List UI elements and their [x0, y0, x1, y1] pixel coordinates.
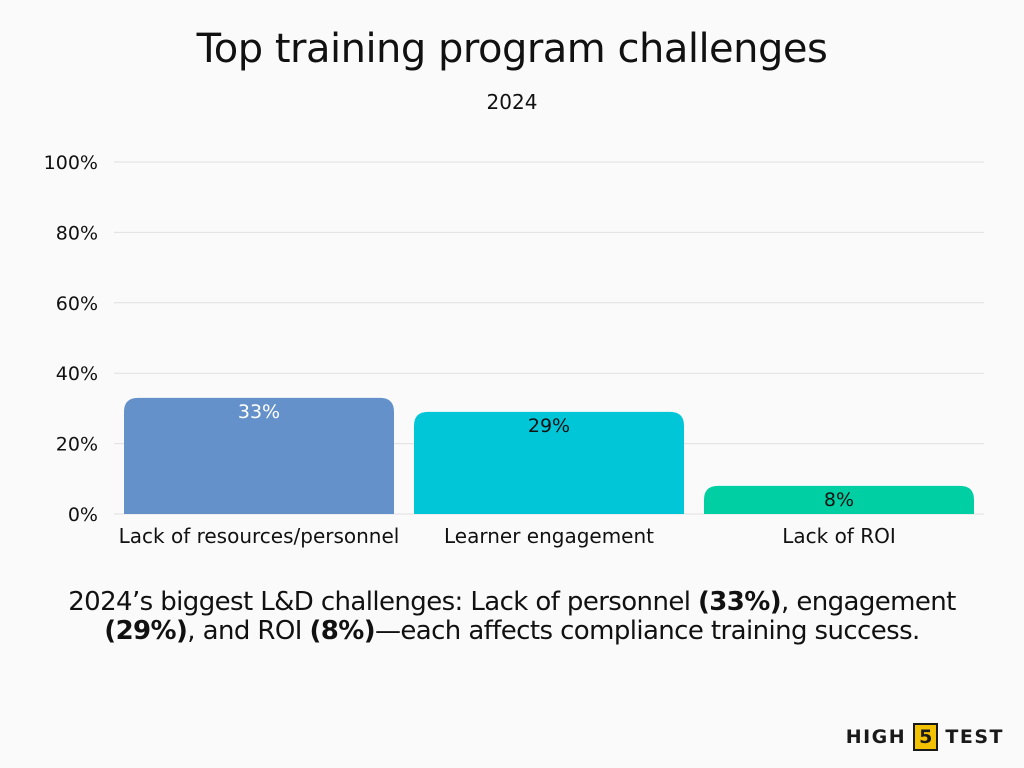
- data-label: 29%: [528, 415, 570, 437]
- bar: [124, 397, 394, 514]
- y-tick-label: 40%: [56, 363, 98, 385]
- data-label: 33%: [238, 401, 280, 423]
- x-category-label: Lack of ROI: [782, 524, 896, 548]
- x-category-label: Learner engagement: [444, 524, 654, 548]
- brand-logo: HIGH 5 TEST: [846, 723, 1004, 751]
- logo-five-badge: 5: [913, 723, 939, 751]
- chart-subtitle: 2024: [486, 90, 538, 114]
- data-label: 8%: [824, 489, 854, 511]
- y-tick-label: 0%: [68, 504, 98, 526]
- logo-text-high: HIGH: [845, 726, 907, 748]
- y-tick-label: 80%: [56, 222, 98, 244]
- x-category-label: Lack of resources/personnel: [119, 524, 400, 548]
- y-tick-label: 60%: [56, 293, 98, 315]
- logo-text-test: TEST: [945, 726, 1004, 748]
- caption-text-1: 2024’s biggest L&D challenges: Lack of p…: [68, 587, 699, 617]
- caption-value-1: (33%): [698, 587, 782, 617]
- caption-text-2: , engagement: [781, 587, 956, 617]
- chart-caption: 2024’s biggest L&D challenges: Lack of p…: [20, 588, 1004, 646]
- bar: [704, 485, 974, 514]
- caption-text-4: —each affects compliance training succes…: [374, 616, 920, 646]
- bar-chart: 0% 20% 40% 60% 80% 100% 33% Lack of resources/p…: [44, 152, 984, 548]
- y-tick-label: 100%: [44, 152, 98, 174]
- caption-value-2: (29%): [104, 616, 188, 646]
- caption-text-3: , and ROI: [187, 616, 310, 646]
- caption-value-3: (8%): [309, 616, 375, 646]
- chart-title: Top training program challenges: [196, 26, 828, 72]
- y-tick-label: 20%: [56, 434, 98, 456]
- bar: [414, 411, 684, 514]
